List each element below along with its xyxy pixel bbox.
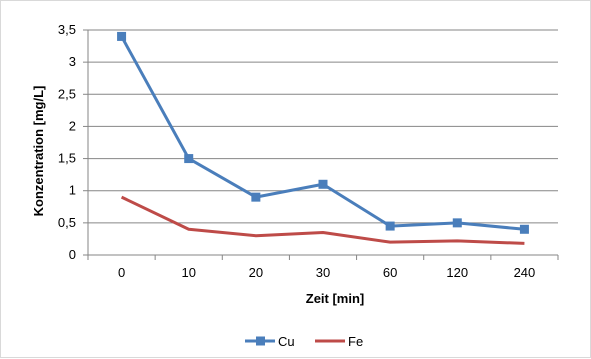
y-tick-label: 3: [69, 54, 76, 69]
data-point-cu: [251, 192, 261, 202]
y-tick-label: 0,5: [58, 215, 76, 230]
data-point-cu: [184, 154, 194, 164]
y-tick-labels: 0 0,5 1 1,5 2 2,5 3 3,5: [58, 22, 76, 262]
data-point-cu: [117, 31, 127, 41]
y-tick-label: 3,5: [58, 22, 76, 37]
legend-label-fe: Fe: [348, 334, 363, 349]
y-tick-label: 0: [69, 247, 76, 262]
x-tick-label: 240: [514, 265, 536, 280]
x-tick-label: 60: [383, 265, 397, 280]
y-tick-label: 2,5: [58, 86, 76, 101]
gridlines: [88, 29, 558, 224]
x-tick-label: 120: [446, 265, 468, 280]
x-tick-label: 30: [316, 265, 330, 280]
legend-label-cu: Cu: [278, 334, 295, 349]
series-line-cu: [120, 35, 525, 231]
data-point-cu: [318, 179, 328, 189]
x-axis-title: Zeit [min]: [306, 291, 365, 306]
legend: Cu Fe: [245, 334, 363, 349]
x-tick-label: 10: [181, 265, 195, 280]
axes: [83, 29, 559, 260]
x-tick-label: 20: [249, 265, 263, 280]
y-tick-label: 2: [69, 118, 76, 133]
x-tick-labels: 0 10 20 30 60 120 240: [118, 265, 535, 280]
data-point-cu: [452, 218, 462, 228]
y-axis-title: Konzentration [mg/L]: [31, 86, 46, 217]
y-tick-label: 1: [69, 183, 76, 198]
series: [117, 31, 529, 245]
x-tick-label: 0: [118, 265, 125, 280]
series-line-fe: [120, 195, 525, 245]
y-tick-label: 1,5: [58, 151, 76, 166]
legend-marker-cu: [256, 336, 265, 346]
data-point-cu: [519, 224, 529, 234]
data-point-cu: [385, 221, 395, 231]
